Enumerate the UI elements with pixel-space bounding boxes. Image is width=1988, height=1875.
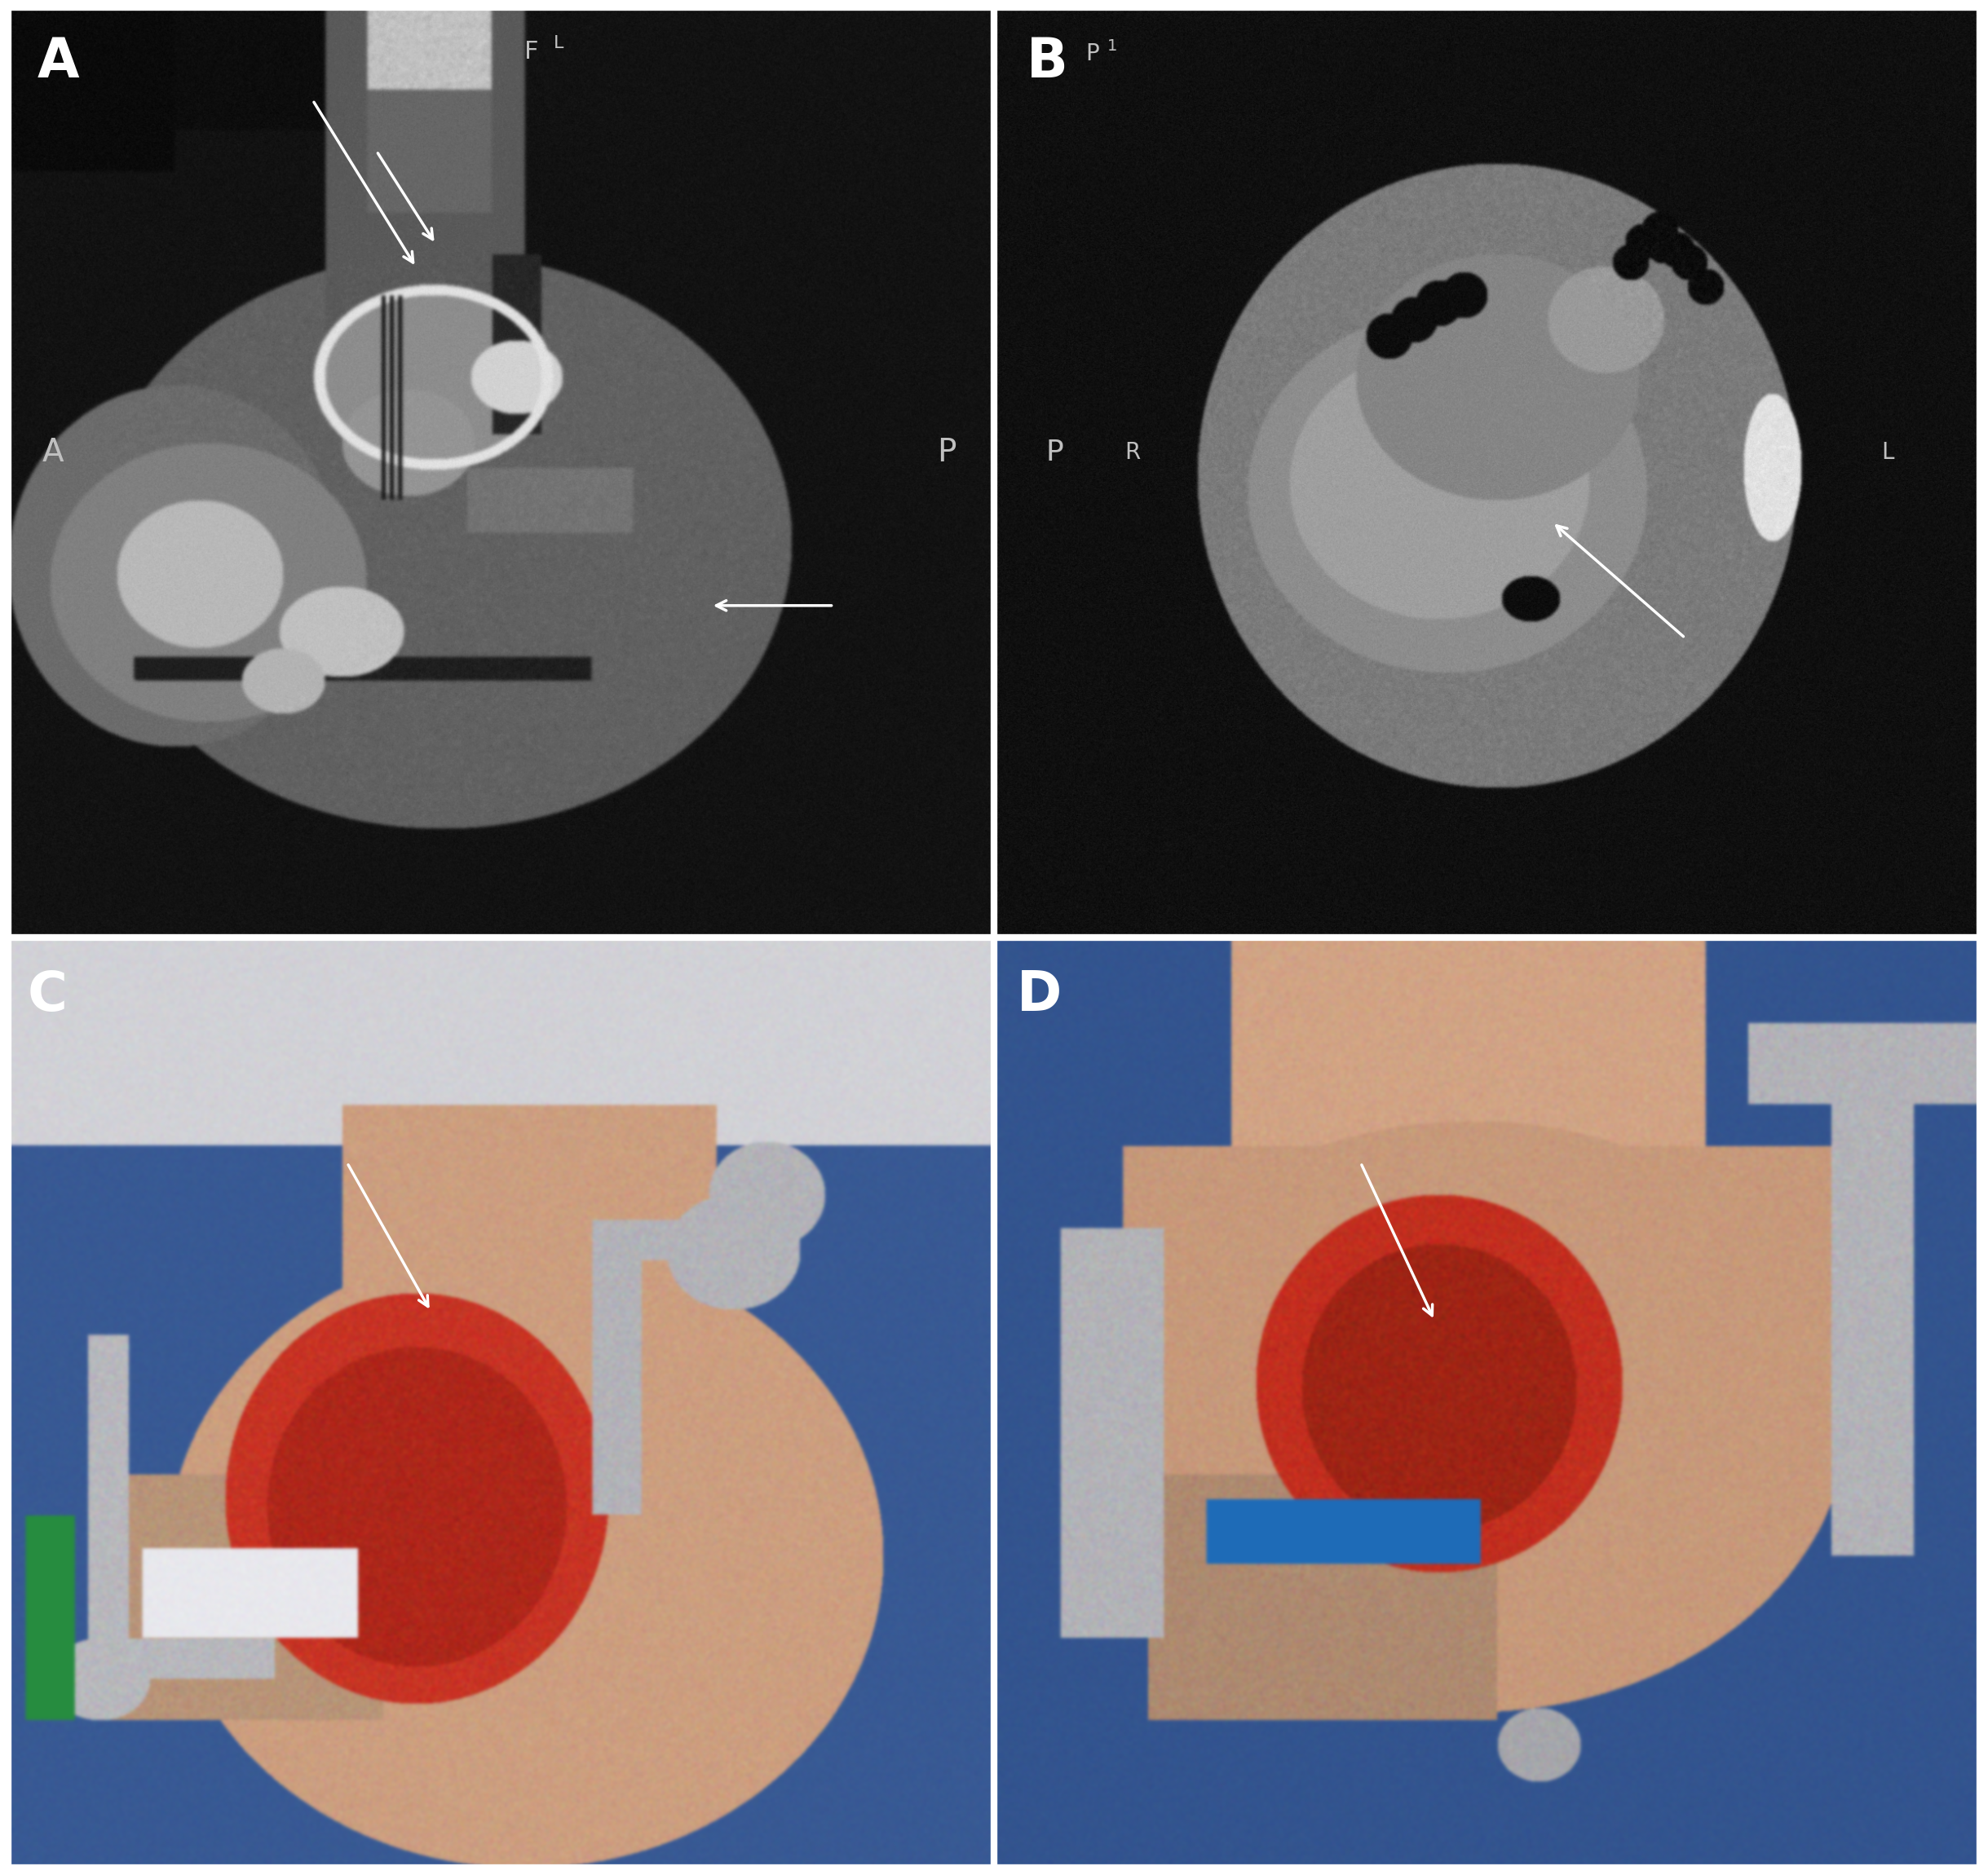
Text: L: L [553,36,565,52]
Text: A: A [38,36,80,90]
Text: C: C [28,967,68,1022]
Text: P: P [936,437,956,469]
Text: 1: 1 [1107,38,1117,54]
Text: F: F [525,39,539,64]
Text: B: B [1026,36,1068,90]
Text: D: D [1016,967,1062,1022]
Text: P: P [1085,43,1099,66]
Text: A: A [42,437,64,469]
Text: R: R [1125,441,1141,463]
Text: P: P [1046,439,1064,467]
Text: L: L [1883,441,1895,463]
